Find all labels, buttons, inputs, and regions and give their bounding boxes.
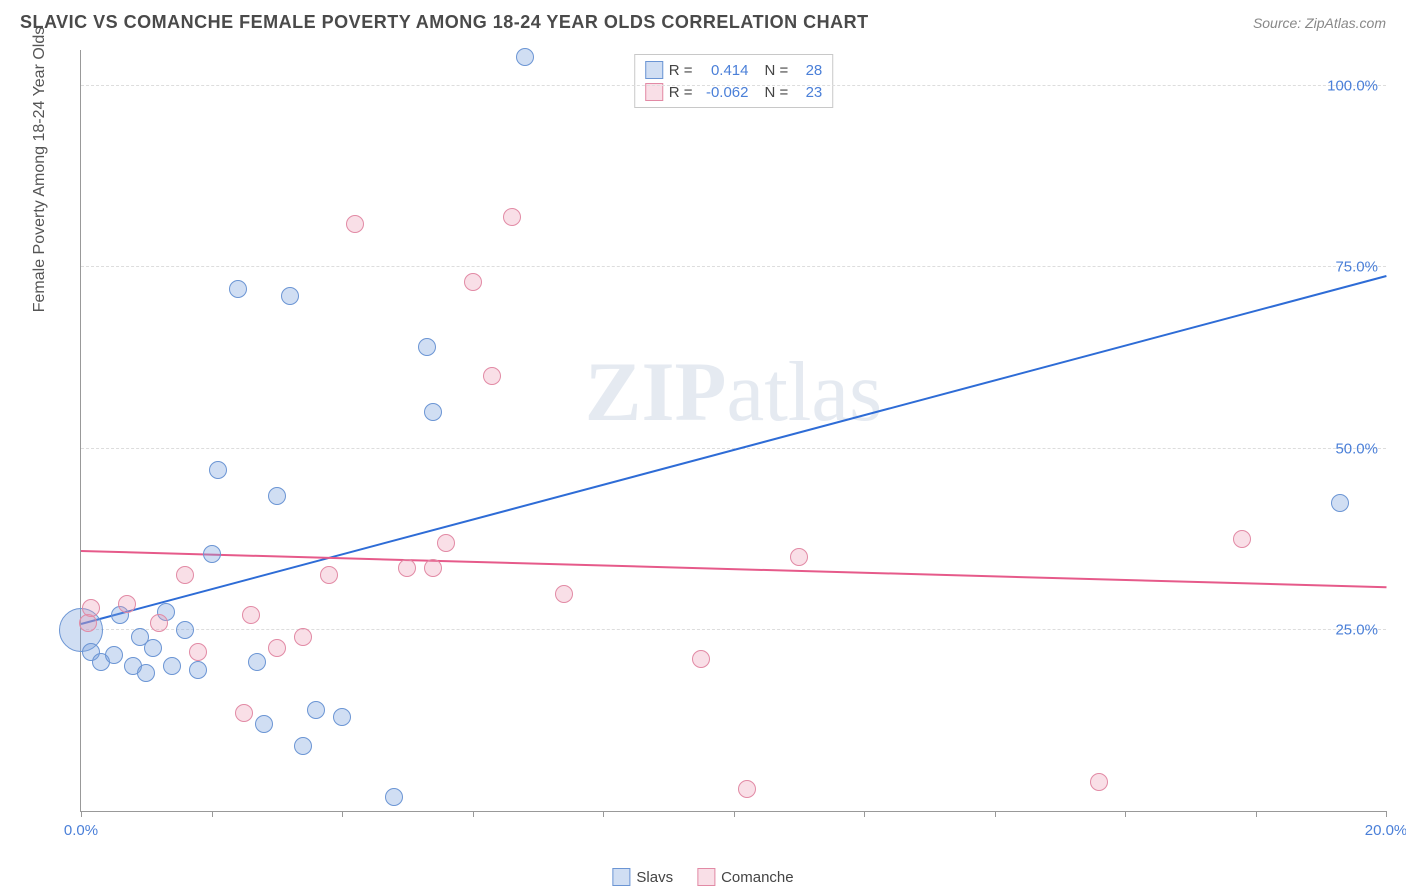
y-tick-label: 100.0%: [1327, 78, 1378, 95]
series-legend: Slavs Comanche: [612, 868, 793, 886]
data-point-comanche: [268, 639, 286, 657]
legend-swatch-slavs: [612, 868, 630, 886]
data-point-slavs: [294, 737, 312, 755]
x-tick: [342, 811, 343, 817]
x-tick: [1386, 811, 1387, 817]
data-point-comanche: [176, 566, 194, 584]
data-point-comanche: [398, 559, 416, 577]
data-point-slavs: [203, 545, 221, 563]
gridline: [81, 266, 1386, 267]
legend-swatch-comanche: [697, 868, 715, 886]
stats-legend: R =0.414N =28R =-0.062N =23: [634, 54, 834, 108]
data-point-comanche: [320, 566, 338, 584]
data-point-comanche: [1233, 530, 1251, 548]
legend-label-slavs: Slavs: [636, 869, 673, 886]
data-point-slavs: [209, 461, 227, 479]
x-tick: [995, 811, 996, 817]
data-point-comanche: [118, 595, 136, 613]
data-point-slavs: [516, 48, 534, 66]
gridline: [81, 629, 1386, 630]
data-point-comanche: [790, 548, 808, 566]
data-point-slavs: [1331, 494, 1349, 512]
x-tick-label: 20.0%: [1365, 822, 1406, 839]
stats-r-value: 0.414: [699, 62, 749, 79]
data-point-comanche: [82, 599, 100, 617]
x-tick: [473, 811, 474, 817]
data-point-comanche: [424, 559, 442, 577]
data-point-comanche: [738, 780, 756, 798]
data-point-comanche: [437, 534, 455, 552]
chart-container: Female Poverty Among 18-24 Year Olds ZIP…: [50, 50, 1386, 842]
data-point-slavs: [424, 403, 442, 421]
data-point-comanche: [242, 606, 260, 624]
y-tick-label: 50.0%: [1335, 440, 1378, 457]
data-point-slavs: [418, 338, 436, 356]
data-point-comanche: [294, 628, 312, 646]
data-point-comanche: [692, 650, 710, 668]
data-point-comanche: [150, 614, 168, 632]
data-point-comanche: [503, 208, 521, 226]
data-point-slavs: [105, 646, 123, 664]
plot-area: ZIPatlas R =0.414N =28R =-0.062N =23 25.…: [80, 50, 1386, 812]
data-point-comanche: [555, 585, 573, 603]
x-tick: [734, 811, 735, 817]
data-point-slavs: [281, 287, 299, 305]
stats-swatch: [645, 61, 663, 79]
source-attribution: Source: ZipAtlas.com: [1253, 15, 1386, 31]
gridline: [81, 85, 1386, 86]
data-point-comanche: [346, 215, 364, 233]
y-tick-label: 25.0%: [1335, 621, 1378, 638]
data-point-slavs: [176, 621, 194, 639]
x-tick-label: 0.0%: [64, 822, 98, 839]
stats-n-value: 28: [794, 62, 822, 79]
y-tick-label: 75.0%: [1335, 259, 1378, 276]
chart-title: SLAVIC VS COMANCHE FEMALE POVERTY AMONG …: [20, 12, 869, 33]
data-point-slavs: [307, 701, 325, 719]
x-tick: [1256, 811, 1257, 817]
data-point-slavs: [137, 664, 155, 682]
data-point-comanche: [189, 643, 207, 661]
data-point-slavs: [333, 708, 351, 726]
data-point-slavs: [385, 788, 403, 806]
stats-r-label: R =: [669, 62, 693, 79]
x-tick: [212, 811, 213, 817]
legend-item-comanche: Comanche: [697, 868, 794, 886]
data-point-slavs: [163, 657, 181, 675]
data-point-slavs: [144, 639, 162, 657]
x-tick: [1125, 811, 1126, 817]
stats-n-label: N =: [765, 62, 789, 79]
trend-line: [81, 550, 1386, 588]
trend-line: [81, 275, 1387, 625]
data-point-slavs: [229, 280, 247, 298]
data-point-slavs: [268, 487, 286, 505]
data-point-slavs: [189, 661, 207, 679]
data-point-comanche: [464, 273, 482, 291]
x-tick: [81, 811, 82, 817]
y-axis-label: Female Poverty Among 18-24 Year Olds: [31, 27, 49, 313]
stats-row: R = 0.414 N = 28: [645, 59, 823, 81]
data-point-slavs: [255, 715, 273, 733]
data-point-comanche: [483, 367, 501, 385]
x-tick: [603, 811, 604, 817]
x-tick: [864, 811, 865, 817]
data-point-slavs: [248, 653, 266, 671]
data-point-comanche: [235, 704, 253, 722]
legend-label-comanche: Comanche: [721, 869, 794, 886]
data-point-comanche: [1090, 773, 1108, 791]
watermark: ZIPatlas: [585, 343, 882, 441]
legend-item-slavs: Slavs: [612, 868, 673, 886]
